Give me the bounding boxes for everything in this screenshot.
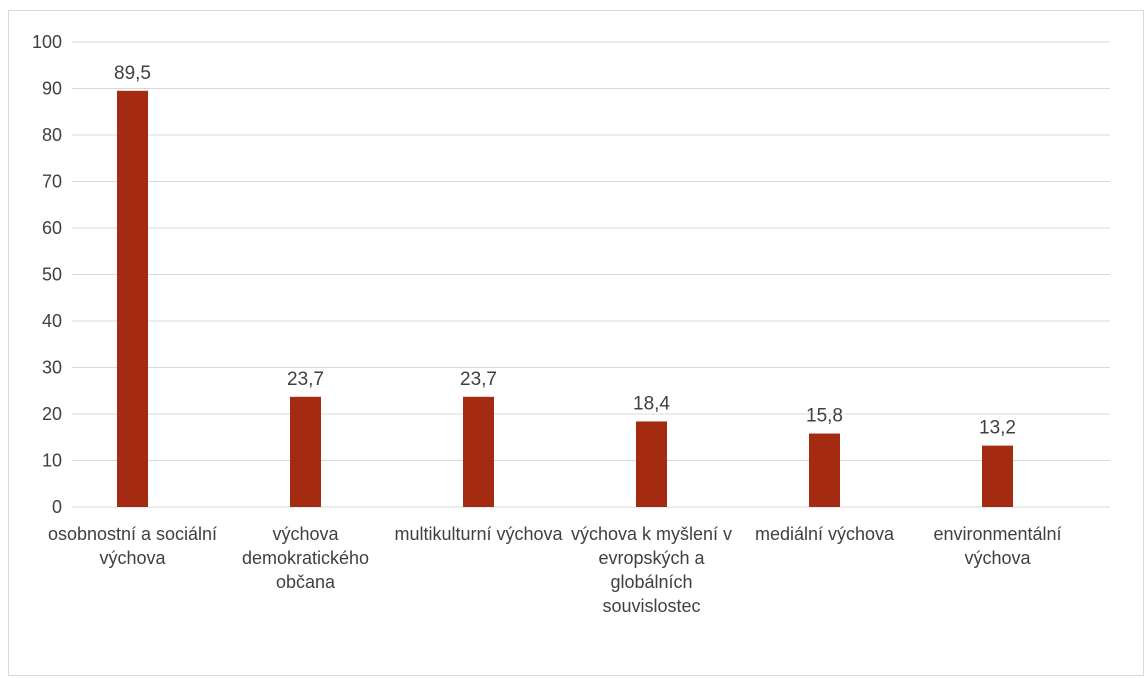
x-tick-label: výchova k myšlení v evropských a globáln…: [570, 524, 733, 616]
x-tick-label: mediální výchova: [754, 524, 895, 544]
data-label: 13,2: [979, 418, 1016, 439]
chart-frame: [8, 10, 1144, 676]
x-tick-label: výchova demokratického občana: [241, 524, 370, 592]
bar: [809, 433, 840, 507]
y-tick-label: 60: [42, 218, 62, 238]
data-label: 18,4: [633, 393, 670, 414]
data-label: 23,7: [460, 369, 497, 390]
data-label: 89,5: [114, 63, 151, 84]
data-label: 15,8: [806, 406, 843, 427]
gridlines: [72, 41, 1110, 508]
data-label: 23,7: [287, 369, 324, 390]
y-tick-label: 10: [42, 451, 62, 471]
bar: [636, 421, 667, 507]
x-tick-label: osobnostní a sociální výchova: [47, 524, 218, 568]
y-tick-label: 50: [42, 265, 62, 285]
x-tick-label: environmentální výchova: [933, 524, 1062, 568]
x-tick-label: multikulturní výchova: [394, 524, 563, 544]
y-tick-label: 30: [42, 358, 62, 378]
y-tick-label: 70: [42, 172, 62, 192]
y-tick-label: 20: [42, 404, 62, 424]
bars: [117, 90, 1013, 507]
bar: [463, 396, 494, 507]
y-axis: 0 10 20 30 40 50 60 70 80 90 100: [32, 32, 62, 517]
bar: [982, 445, 1013, 507]
y-tick-label: 100: [32, 32, 62, 52]
y-tick-label: 90: [42, 79, 62, 99]
bar: [290, 396, 321, 507]
data-labels: 89,5 23,7 23,7 18,4 15,8 13,2: [114, 63, 1016, 439]
y-tick-label: 0: [52, 497, 62, 517]
y-tick-label: 40: [42, 311, 62, 331]
y-tick-label: 80: [42, 125, 62, 145]
bar: [117, 90, 148, 507]
